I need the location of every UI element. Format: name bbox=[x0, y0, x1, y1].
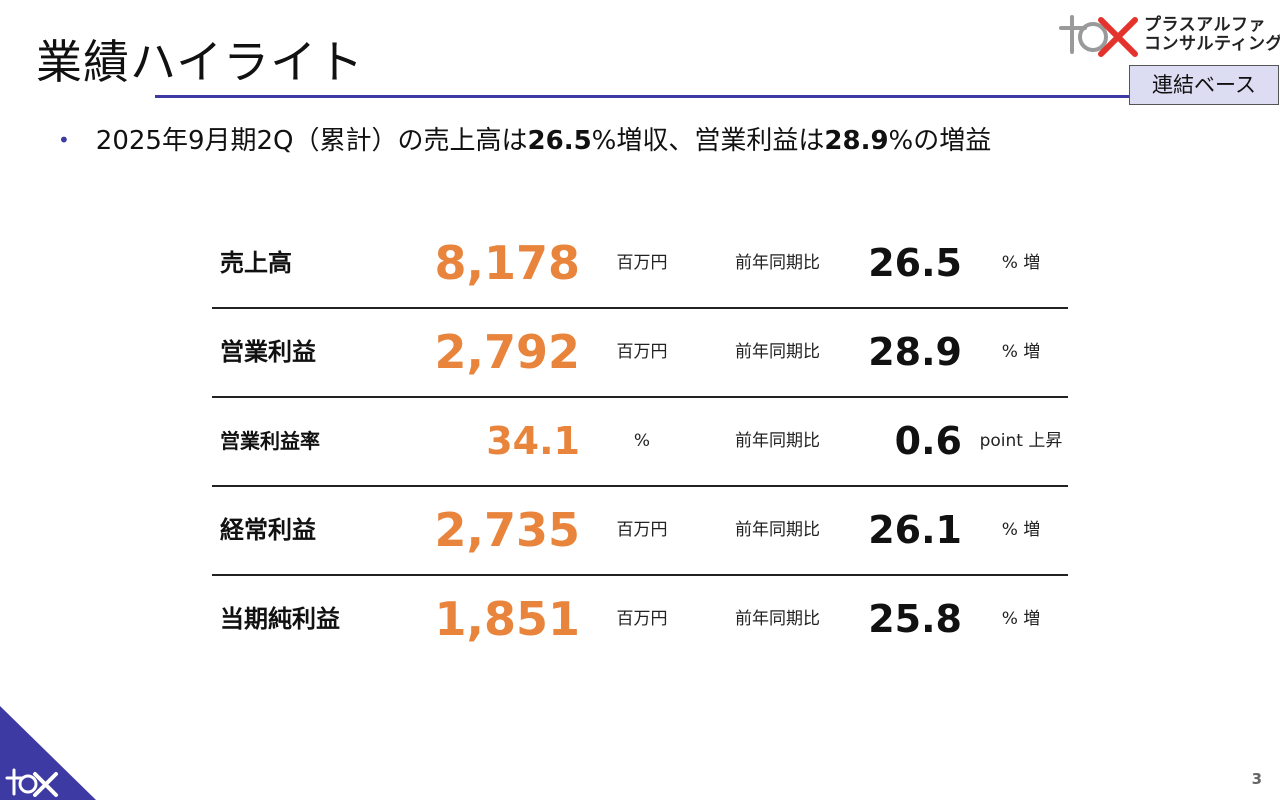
metric-change: 28.9 bbox=[868, 330, 962, 374]
page-number: 3 bbox=[1251, 770, 1262, 788]
consolidated-badge: 連結ベース bbox=[1129, 65, 1279, 105]
metric-yoy-label: 前年同期比 bbox=[735, 609, 820, 629]
metric-change-suffix: % 増 bbox=[1001, 342, 1041, 362]
metric-row-revenue: 売上高 8,178 百万円 前年同期比 26.5 % 増 bbox=[212, 220, 1068, 309]
metric-value: 34.1 bbox=[486, 419, 580, 463]
summary-revenue-growth: 26.5 bbox=[527, 126, 592, 156]
summary-text-2: %増収、営業利益は bbox=[591, 126, 825, 156]
metric-change-suffix: % 増 bbox=[1001, 253, 1041, 273]
bullet: • bbox=[58, 128, 70, 152]
metrics-table: 売上高 8,178 百万円 前年同期比 26.5 % 増 営業利益 2,792 … bbox=[212, 220, 1068, 663]
metric-unit: 百万円 bbox=[616, 609, 668, 629]
metric-value: 8,178 bbox=[434, 236, 580, 290]
metric-row-operating-profit: 営業利益 2,792 百万円 前年同期比 28.9 % 増 bbox=[212, 309, 1068, 398]
logo-text: プラスアルファ コンサルティング bbox=[1144, 15, 1280, 54]
metric-yoy-label: 前年同期比 bbox=[735, 253, 820, 273]
metric-change: 26.1 bbox=[868, 508, 962, 552]
metric-unit: 百万円 bbox=[616, 253, 668, 273]
metric-row-operating-margin: 営業利益率 34.1 % 前年同期比 0.6 point 上昇 bbox=[212, 398, 1068, 487]
title-underline bbox=[155, 95, 1130, 98]
metric-label: 営業利益率 bbox=[220, 429, 320, 453]
metric-yoy-label: 前年同期比 bbox=[735, 431, 820, 451]
summary-text-3: %の増益 bbox=[888, 126, 992, 156]
metric-label: 売上高 bbox=[220, 249, 292, 277]
metric-value: 2,735 bbox=[434, 503, 580, 557]
metric-yoy-label: 前年同期比 bbox=[735, 342, 820, 362]
metric-change: 26.5 bbox=[868, 241, 962, 285]
metric-change: 0.6 bbox=[894, 419, 962, 463]
metric-unit: 百万円 bbox=[616, 342, 668, 362]
metric-label: 営業利益 bbox=[220, 338, 316, 366]
metric-change-suffix: % 増 bbox=[1001, 609, 1041, 629]
metric-value: 2,792 bbox=[434, 325, 580, 379]
metric-unit: % bbox=[633, 431, 651, 451]
metric-change-suffix: % 増 bbox=[1001, 520, 1041, 540]
metric-unit: 百万円 bbox=[616, 520, 668, 540]
metric-row-ordinary-profit: 経常利益 2,735 百万円 前年同期比 26.1 % 増 bbox=[212, 487, 1068, 576]
summary-operating-profit-growth: 28.9 bbox=[824, 126, 889, 156]
metric-change: 25.8 bbox=[868, 597, 962, 641]
metric-label: 経常利益 bbox=[220, 516, 316, 544]
logo-mark-icon bbox=[1059, 15, 1138, 57]
page-title: 業績ハイライト bbox=[36, 35, 365, 89]
metric-label: 当期純利益 bbox=[220, 605, 340, 633]
metric-value: 1,851 bbox=[434, 592, 580, 646]
metric-row-net-income: 当期純利益 1,851 百万円 前年同期比 25.8 % 増 bbox=[212, 576, 1068, 663]
summary-line: • 2025年9月期2Q（累計）の売上高は26.5%増収、営業利益は28.9%の増… bbox=[58, 120, 991, 160]
company-logo: プラスアルファ コンサルティング bbox=[1055, 12, 1280, 60]
summary-text-1: 2025年9月期2Q（累計）の売上高は bbox=[95, 126, 528, 156]
metric-yoy-label: 前年同期比 bbox=[735, 520, 820, 540]
metric-change-suffix: point 上昇 bbox=[979, 431, 1063, 451]
corner-logo-icon bbox=[0, 706, 96, 800]
